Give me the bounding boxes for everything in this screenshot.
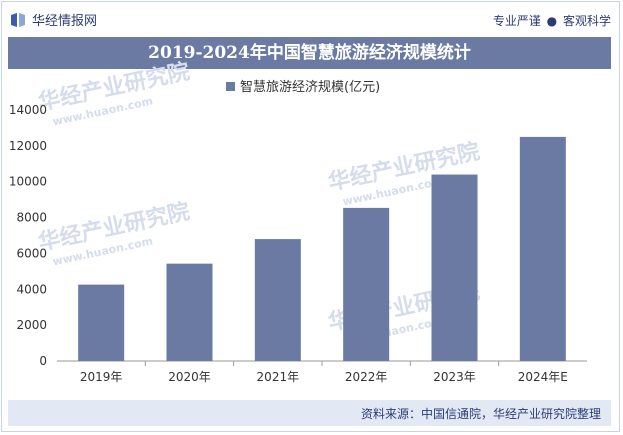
x-tick-label: 2023年 [433, 370, 476, 384]
y-tick-label: 14000 [9, 103, 47, 117]
source-note: 资料来源：中国信通院，华经产业研究院整理 [360, 407, 601, 421]
y-tick-label: 0 [39, 354, 47, 368]
x-tick-label: 2022年 [345, 370, 388, 384]
legend-label: 智慧旅游经济规模(亿元) [240, 79, 380, 95]
x-tick-label: 2019年 [80, 370, 123, 384]
top-bar: 华经情报网 专业严谨 ● 客观科学 [0, 0, 623, 36]
chart-title-bar: 2019-2024年中国智慧旅游经济规模统计 [8, 37, 611, 69]
x-tick-label: 2021年 [257, 370, 300, 384]
y-tick-label: 10000 [9, 175, 47, 189]
y-tick-label: 8000 [16, 211, 47, 225]
brand-name: 华经情报网 [32, 14, 98, 29]
bar [431, 174, 478, 361]
tagline-separator: ● [546, 14, 558, 28]
y-tick-label: 4000 [16, 282, 47, 296]
chart-axes: 0 2000 4000 6000 8000 10000 12000 14000 2019年 202… [9, 103, 587, 384]
brand-logo: 华经情报网 [10, 10, 97, 29]
chart-title: 2019-2024年中国智慧旅游经济规模统计 [148, 43, 471, 63]
x-tick-label: 2024年E [518, 370, 568, 384]
tagline: 专业严谨 ● 客观科学 [493, 12, 611, 29]
chart-bars [78, 136, 566, 361]
tagline-right: 客观科学 [562, 14, 611, 28]
source-footer: 资料来源：中国信通院，华经产业研究院整理 [8, 400, 611, 426]
bar [166, 263, 213, 361]
bar [254, 239, 301, 361]
tagline-left: 专业严谨 [492, 14, 541, 28]
bar [519, 136, 566, 361]
legend-swatch [226, 82, 235, 91]
y-tick-label: 12000 [9, 139, 47, 153]
bar [343, 207, 390, 361]
logo-icon [11, 12, 25, 27]
y-tick-label: 6000 [16, 246, 47, 260]
y-tick-label: 2000 [16, 318, 47, 332]
x-tick-label: 2020年 [168, 370, 211, 384]
bar [78, 284, 125, 361]
chart-legend: 智慧旅游经济规模(亿元) [226, 79, 380, 95]
